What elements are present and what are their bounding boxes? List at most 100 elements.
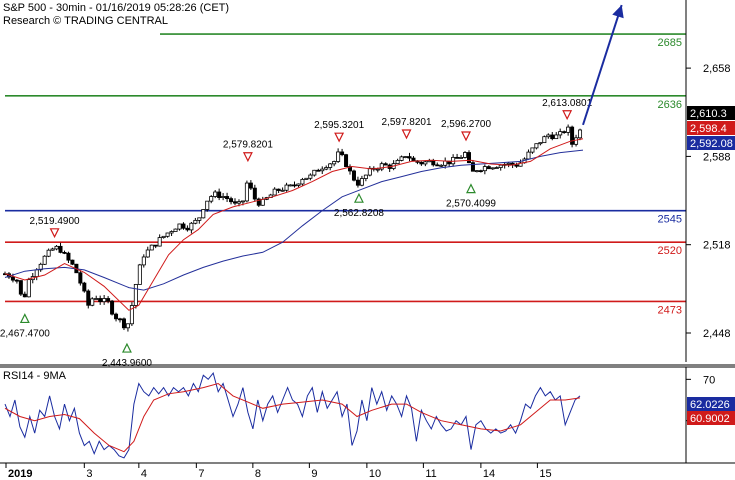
candle-body (86, 290, 91, 306)
candle-body (383, 163, 388, 166)
candle-body (229, 198, 234, 203)
candle-body (272, 188, 277, 196)
candle-body (217, 191, 222, 198)
candle-body (201, 209, 206, 219)
candle-body (463, 152, 468, 158)
price-tag-label: 2,592.08 (690, 138, 733, 150)
candle-body (300, 179, 305, 185)
candle-body (443, 160, 448, 166)
candle-body (102, 298, 107, 303)
time-tick-label: 2019 (8, 468, 32, 480)
swing-label: 2,443.9600 (102, 358, 152, 369)
candle-body (419, 161, 424, 165)
candle-body (355, 179, 360, 186)
price-tag-label: 2,610.3 (690, 108, 727, 120)
swing-label: 2,579.8201 (223, 140, 273, 151)
rsi-tag-label: 62.0226 (690, 399, 730, 411)
swing-high-marker (401, 129, 412, 140)
candle-body (244, 182, 249, 202)
candle-body (236, 201, 241, 204)
swing-high-marker (242, 152, 253, 163)
candle-body (42, 255, 47, 265)
candle-body (118, 318, 123, 321)
candlesticks (3, 124, 583, 332)
candle-body (129, 305, 134, 325)
rsi-ma-line (4, 382, 581, 453)
candle-body (284, 184, 289, 191)
time-tick-label: 8 (255, 468, 261, 480)
candle-body (526, 151, 531, 160)
swing-label: 2,519.4900 (30, 216, 80, 227)
candle-body (177, 223, 182, 230)
swing-label: 2,595.3201 (314, 120, 364, 131)
rsi-pane (4, 372, 581, 459)
candle-body (169, 231, 174, 234)
ma-long-line (4, 149, 584, 291)
rsi-line (4, 372, 581, 459)
candle-body (50, 248, 55, 251)
candle-body (490, 167, 495, 170)
swing-low-marker (121, 342, 132, 353)
candle-body (288, 184, 293, 187)
price-axis: 2,448 2,518 2,588 2,658 (686, 63, 731, 340)
swing-label: 2,597.8201 (381, 117, 431, 128)
candle-body (459, 157, 464, 159)
time-tick-label: 4 (141, 468, 147, 480)
candle-body (439, 164, 444, 167)
candle-body (332, 161, 337, 165)
rsi-tag-bg (687, 411, 735, 425)
candle-body (141, 256, 146, 266)
candle-body (256, 198, 261, 206)
swing-label: 2,596.2700 (441, 119, 491, 130)
candle-body (562, 131, 567, 134)
candle-body (153, 244, 158, 247)
rsi-tag-label: 60.9002 (690, 413, 730, 425)
candle-body (233, 201, 238, 204)
candle-body (351, 170, 356, 181)
candle-body (455, 156, 460, 159)
swing-low-marker (353, 192, 364, 203)
candle-body (538, 142, 543, 145)
candle-body (82, 282, 87, 292)
candle-body (276, 188, 281, 191)
candle-body (344, 154, 349, 167)
candle-body (379, 163, 384, 170)
time-axis: 2019 3 4 7 8 9 10 11 14 15 (5, 463, 552, 480)
candle-body (566, 126, 571, 133)
price-tick-label: 2,448 (703, 328, 731, 340)
swing-high-marker (562, 110, 573, 121)
candle-body (514, 164, 519, 167)
candle-body (399, 156, 404, 161)
candle-body (54, 245, 59, 250)
candle-body (296, 183, 301, 186)
chart-title: S&P 500 - 30min - 01/16/2019 05:28:26 (C… (3, 2, 229, 14)
swing-low-marker (19, 313, 30, 324)
candle-body (106, 298, 111, 302)
candle-body (70, 259, 75, 265)
candle-body (395, 160, 400, 165)
candle-body (46, 249, 51, 257)
level-label-2473: 2473 (658, 304, 682, 316)
candle-body (534, 143, 539, 149)
candle-body (38, 263, 43, 271)
swing-label: 2,570.4099 (446, 199, 496, 210)
price-tag-label: 2,598.4 (690, 123, 727, 135)
candle-body (550, 134, 555, 140)
candle-body (340, 151, 345, 156)
candle-body (157, 237, 162, 247)
price-tag-bg (687, 106, 735, 120)
candle-body (558, 131, 563, 136)
time-tick-label: 9 (311, 468, 317, 480)
candle-body (98, 298, 103, 303)
price-tag-bg (687, 121, 735, 135)
candle-body (161, 235, 166, 238)
ma-short-line (4, 138, 584, 311)
price-tick-label: 2,518 (703, 240, 731, 252)
candle-body (359, 178, 364, 186)
candle-body (62, 251, 67, 254)
time-tick-label: 11 (425, 468, 436, 480)
price-tag-bg (687, 136, 735, 150)
candle-body (308, 174, 313, 179)
